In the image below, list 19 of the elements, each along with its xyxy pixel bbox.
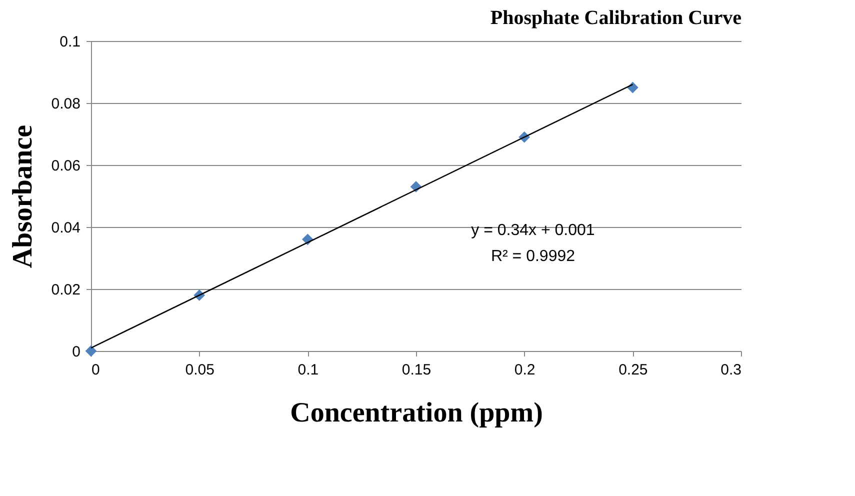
x-tick-label: 0.15 [402, 362, 432, 378]
x-tick-label: 0.05 [185, 362, 214, 378]
x-tick-label: 0.2 [514, 362, 536, 378]
annotation: y = 0.34x + 0.001 [471, 222, 595, 240]
x-tick-label: 0.25 [618, 362, 648, 378]
x-axis-title: Concentration (ppm) [290, 398, 543, 428]
point [85, 345, 97, 357]
y-tick-label: 0 [72, 344, 80, 360]
y-tick-label: 0.08 [51, 96, 80, 112]
y-tick-label: 0.06 [51, 158, 80, 174]
x-tick-label: 0 [92, 362, 100, 378]
y-tick-label: 0.04 [51, 220, 80, 236]
annotation: R² = 0.9992 [490, 248, 576, 266]
y-tick-label: 0.02 [51, 282, 80, 298]
chart-title: Phosphate Calibration Curve [490, 7, 742, 29]
x-tick-label: 0.1 [298, 362, 319, 378]
y-axis-title: Absorbance [7, 124, 38, 268]
x-tick-label: 0.3 [720, 362, 742, 378]
y-tick-label: 0.1 [60, 34, 80, 50]
